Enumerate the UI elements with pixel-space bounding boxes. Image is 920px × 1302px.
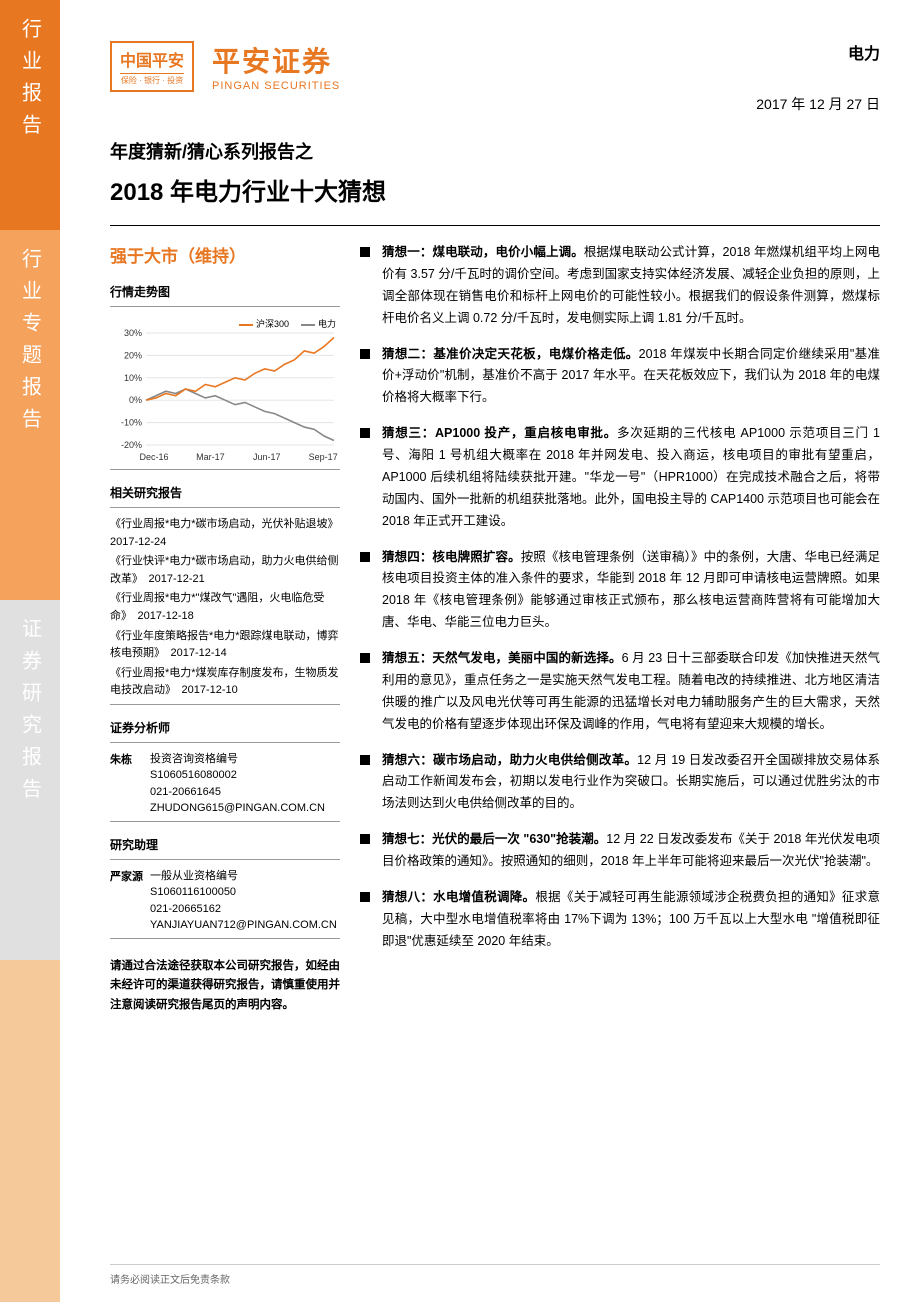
rating: 强于大市（维持） xyxy=(110,242,340,267)
bullet-icon xyxy=(360,247,370,257)
assistant-info: 一般从业资格编号 S1060116100050 021-20665162 YAN… xyxy=(150,868,340,934)
guess-item: 猜想三：AP1000 投产，重启核电审批。多次延期的三代核电 AP1000 示范… xyxy=(360,423,880,532)
related-report-item: 《行业年度策略报告*电力*跟踪煤电联动，博弈核电预期》 2017-12-14 xyxy=(110,628,340,663)
logo-pingan-securities: 平安证券 PINGAN SECURITIES xyxy=(212,40,340,92)
svg-text:30%: 30% xyxy=(124,328,142,338)
svg-text:Dec-16: Dec-16 xyxy=(139,452,168,462)
logo-block: 中国平安 保险 · 银行 · 投资 平安证券 PINGAN SECURITIES xyxy=(110,40,340,92)
svg-text:Jun-17: Jun-17 xyxy=(253,452,281,462)
assistant-name: 严家源 xyxy=(110,868,150,934)
bullet-icon xyxy=(360,892,370,902)
bullet-icon xyxy=(360,834,370,844)
svg-text:10%: 10% xyxy=(124,373,142,383)
disclaimer-note: 请通过合法途径获取本公司研究报告，如经由未经许可的渠道获得研究报告，请慎重使用并… xyxy=(110,957,340,1016)
guess-item: 猜想五：天然气发电，美丽中国的新选择。6 月 23 日十三部委联合印发《加快推进… xyxy=(360,648,880,736)
svg-text:20%: 20% xyxy=(124,350,142,360)
bullet-icon xyxy=(360,552,370,562)
footer-note: 请务必阅读正文后免责条款 xyxy=(110,1264,880,1286)
guess-item: 猜想四：核电牌照扩容。按照《核电管理条例（送审稿）》中的条例，大唐、华电已经满足… xyxy=(360,547,880,635)
trend-chart: 沪深300 电力 30% 20% 10% 0% -10% -20% Dec-16 Mar-17… xyxy=(110,315,340,465)
related-title: 相关研究报告 xyxy=(110,484,340,501)
main-title: 2018 年电力行业十大猜想 xyxy=(110,172,880,207)
svg-text:-10%: -10% xyxy=(121,418,142,428)
bullet-icon xyxy=(360,653,370,663)
series-title: 年度猜新/猜心系列报告之 xyxy=(110,138,880,164)
svg-text:0%: 0% xyxy=(129,395,142,405)
related-list: 《行业周报*电力*碳市场启动，光伏补贴退坡》 2017-12-24《行业快评*电… xyxy=(110,516,340,700)
bullet-icon xyxy=(360,349,370,359)
legend-b: 电力 xyxy=(301,317,336,330)
svg-text:-20%: -20% xyxy=(121,440,142,450)
bullet-icon xyxy=(360,428,370,438)
chart-title: 行情走势图 xyxy=(110,283,340,300)
divider xyxy=(110,225,880,226)
guess-item: 猜想八：水电增值税调降。根据《关于减轻可再生能源领域涉企税费负担的通知》征求意见… xyxy=(360,887,880,953)
sidebar-seg-3: 证券研究报告 xyxy=(0,600,60,960)
sidebar-seg-2: 行业专题报告 xyxy=(0,230,60,600)
analyst-info: 投资咨询资格编号 S1060516080002 021-20661645 ZHU… xyxy=(150,751,340,817)
guess-item: 猜想六：碳市场启动，助力火电供给侧改革。12 月 19 日发改委召开全国碳排放交… xyxy=(360,750,880,816)
bullet-icon xyxy=(360,755,370,765)
svg-text:Mar-17: Mar-17 xyxy=(196,452,225,462)
guess-item: 猜想二：基准价决定天花板，电煤价格走低。2018 年煤炭中长期合同定价继续采用"… xyxy=(360,344,880,410)
guess-item: 猜想一：煤电联动，电价小幅上调。根据煤电联动公式计算，2018 年燃煤机组平均上… xyxy=(360,242,880,330)
sector-label: 电力 xyxy=(756,40,880,64)
analyst-name: 朱栋 xyxy=(110,751,150,817)
analyst-title: 证券分析师 xyxy=(110,719,340,736)
guess-item: 猜想七：光伏的最后一次 "630"抢装潮。12 月 22 日发改委发布《关于 2… xyxy=(360,829,880,873)
assistant-title: 研究助理 xyxy=(110,836,340,853)
svg-text:Sep-17: Sep-17 xyxy=(309,452,338,462)
legend-a: 沪深300 xyxy=(239,317,289,330)
report-date: 2017 年 12 月 27 日 xyxy=(756,94,880,114)
sidebar-seg-4 xyxy=(0,960,60,1302)
related-report-item: 《行业周报*电力*碳市场启动，光伏补贴退坡》 2017-12-24 xyxy=(110,516,340,551)
sidebar-seg-1: 行业报告 xyxy=(0,0,60,230)
related-report-item: 《行业周报*电力*"煤改气"遇阻，火电临危受命》 2017-12-18 xyxy=(110,590,340,625)
related-report-item: 《行业快评*电力*碳市场启动，助力火电供给侧改革》 2017-12-21 xyxy=(110,553,340,588)
logo-pingan-group: 中国平安 保险 · 银行 · 投资 xyxy=(110,41,194,92)
related-report-item: 《行业周报*电力*煤炭库存制度发布，生物质发电技改启动》 2017-12-10 xyxy=(110,665,340,700)
guesses-list: 猜想一：煤电联动，电价小幅上调。根据煤电联动公式计算，2018 年燃煤机组平均上… xyxy=(360,242,880,1016)
